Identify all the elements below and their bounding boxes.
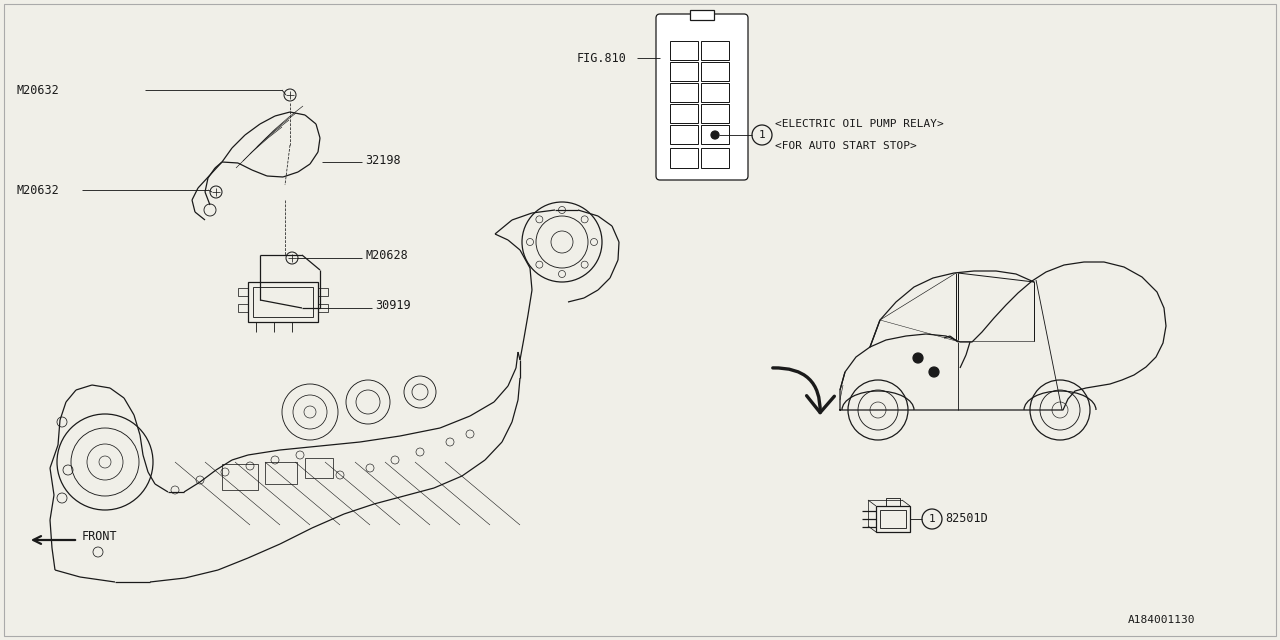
Text: FIG.810: FIG.810 xyxy=(577,51,627,65)
Bar xyxy=(669,125,698,144)
FancyArrowPatch shape xyxy=(773,368,835,413)
Text: 82501D: 82501D xyxy=(945,513,988,525)
Text: FRONT: FRONT xyxy=(82,531,118,543)
Text: 32198: 32198 xyxy=(365,154,401,166)
Bar xyxy=(701,41,730,60)
Bar xyxy=(886,498,900,506)
Bar xyxy=(669,148,698,168)
Text: A184001130: A184001130 xyxy=(1128,615,1196,625)
Bar xyxy=(238,304,248,312)
Bar xyxy=(669,83,698,102)
Bar xyxy=(669,62,698,81)
FancyBboxPatch shape xyxy=(657,14,748,180)
Bar xyxy=(305,458,333,478)
Bar xyxy=(690,10,714,20)
Text: M20632: M20632 xyxy=(17,83,59,97)
Bar xyxy=(317,288,328,296)
Bar xyxy=(876,506,910,532)
Text: M20628: M20628 xyxy=(365,248,408,262)
Bar xyxy=(669,41,698,60)
Bar xyxy=(701,62,730,81)
Bar xyxy=(701,125,730,144)
Text: <ELECTRIC OIL PUMP RELAY>: <ELECTRIC OIL PUMP RELAY> xyxy=(774,119,943,129)
Text: 30919: 30919 xyxy=(375,298,411,312)
Circle shape xyxy=(913,353,923,363)
Text: 1: 1 xyxy=(759,130,765,140)
Circle shape xyxy=(710,131,719,139)
Bar xyxy=(881,510,906,528)
Text: M20632: M20632 xyxy=(17,184,59,196)
Bar xyxy=(253,287,314,317)
Bar xyxy=(317,304,328,312)
Bar xyxy=(701,148,730,168)
Text: <FOR AUTO START STOP>: <FOR AUTO START STOP> xyxy=(774,141,916,151)
Bar xyxy=(238,288,248,296)
Bar xyxy=(248,282,317,322)
Text: 1: 1 xyxy=(928,514,936,524)
Bar xyxy=(221,464,259,490)
Circle shape xyxy=(929,367,940,377)
Bar xyxy=(701,104,730,123)
Bar xyxy=(265,462,297,484)
Bar xyxy=(669,104,698,123)
Bar xyxy=(701,83,730,102)
